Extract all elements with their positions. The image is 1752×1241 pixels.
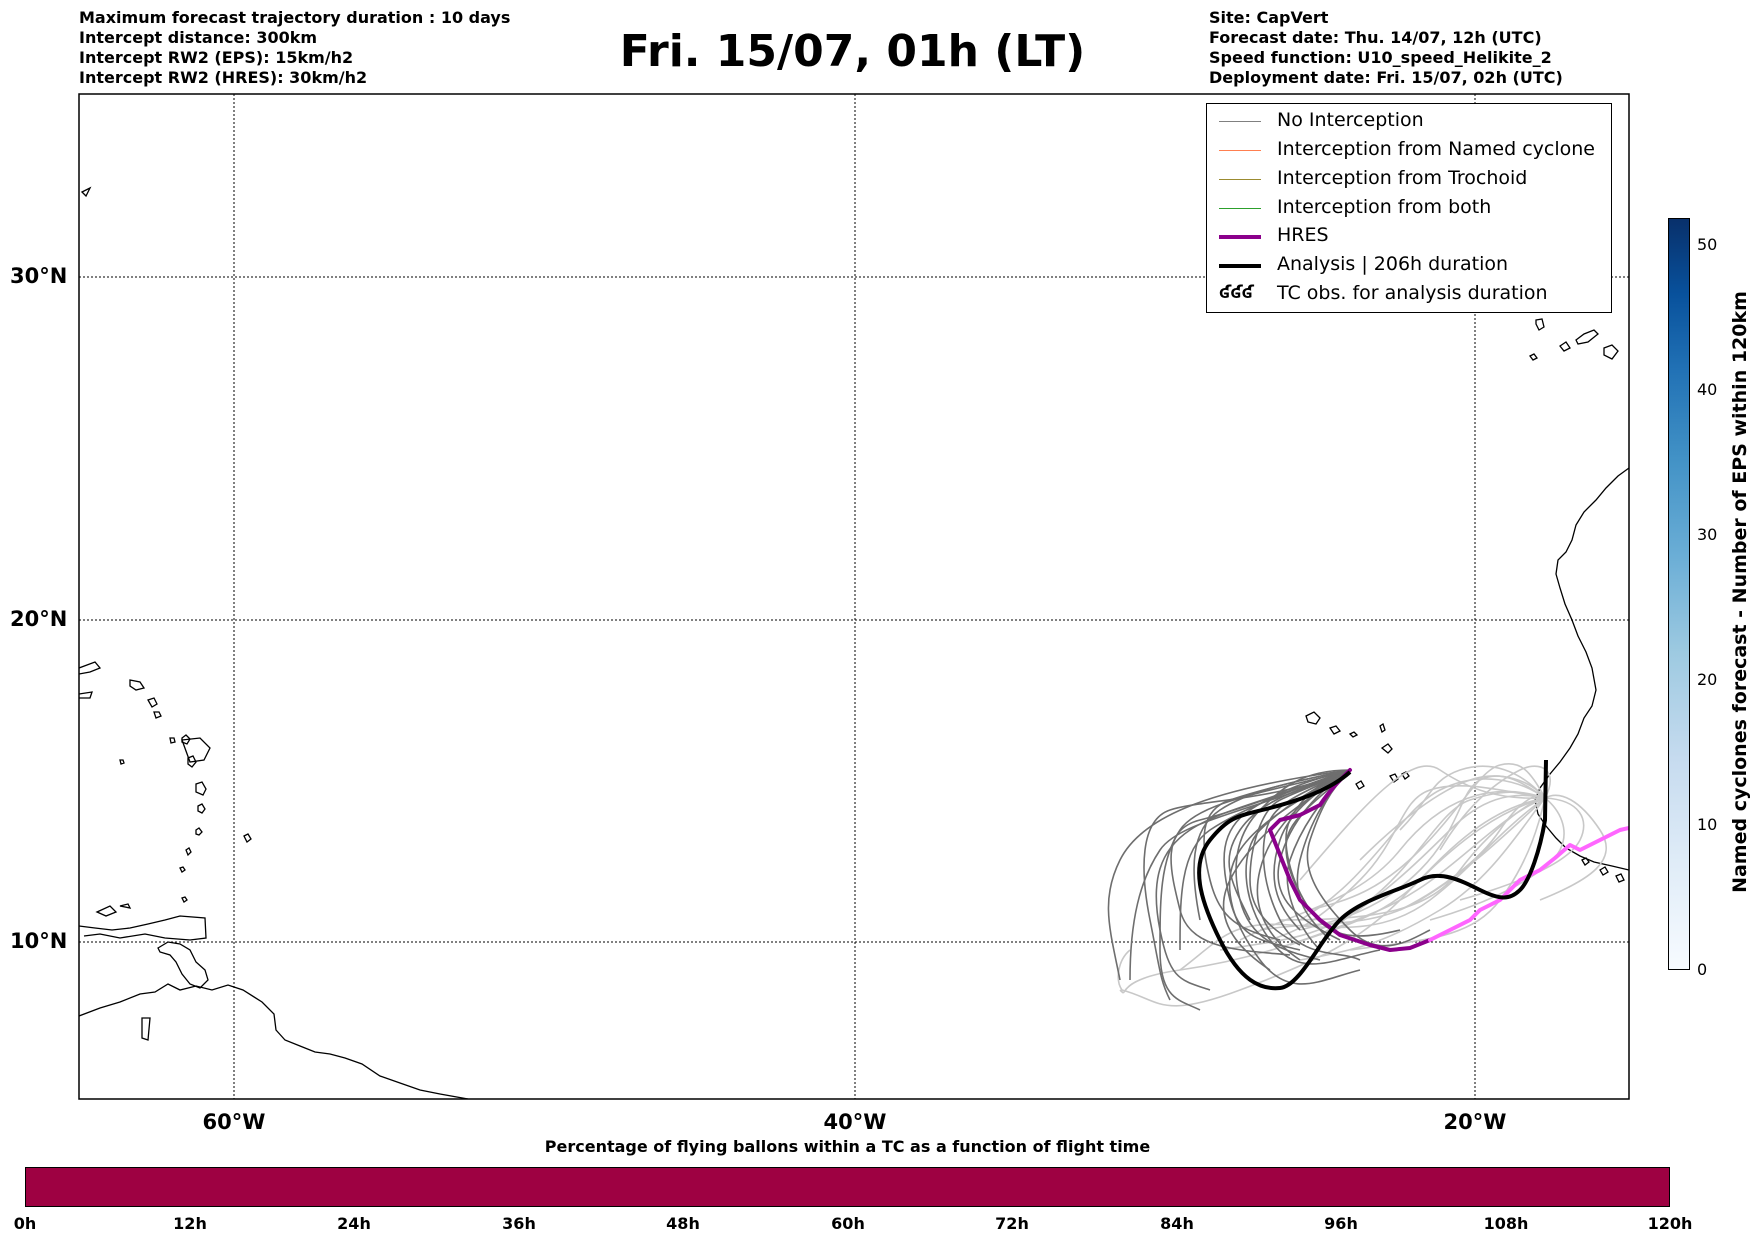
colorbar-tick: 40: [1697, 380, 1718, 399]
flight-time-colorbar: [25, 1167, 1670, 1207]
legend-label: Interception from Named cyclone: [1277, 138, 1595, 160]
lon-label-40w: 40°W: [823, 1110, 887, 1134]
page-title: Fri. 15/07, 01h (LT): [619, 26, 1086, 77]
colorbar-tick: 36h: [502, 1214, 536, 1233]
map-legend: No Interception Interception from Named …: [1206, 103, 1612, 313]
legend-item-hres: HRES: [1215, 222, 1610, 251]
legend-item-named-cyclone: Interception from Named cyclone: [1215, 136, 1610, 165]
colorbar-tick: 120h: [1647, 1214, 1693, 1233]
legend-item-both: Interception from both: [1215, 194, 1610, 223]
legend-item-trochoid: Interception from Trochoid: [1215, 165, 1610, 194]
lon-label-20w: 20°W: [1443, 1110, 1507, 1134]
lat-label-30n: 30°N: [10, 264, 68, 288]
legend-label: TC obs. for analysis duration: [1277, 282, 1548, 304]
legend-label: Interception from both: [1277, 196, 1492, 218]
map-frame: [78, 93, 1630, 1100]
colorbar-label: Named cyclones forecast - Number of EPS …: [1729, 291, 1751, 893]
tc-symbol-icon: ʛʛʛ: [1219, 282, 1254, 303]
lat-label-20n: 20°N: [10, 607, 68, 631]
flight-time-colorbar-title: Percentage of flying ballons within a TC…: [544, 1137, 1151, 1156]
legend-line-sample: [1219, 179, 1261, 180]
info-line: Forecast date: Thu. 14/07, 12h (UTC): [1209, 28, 1542, 47]
param-line: Maximum forecast trajectory duration : 1…: [79, 8, 511, 27]
legend-line-sample: [1219, 150, 1261, 151]
colorbar-tick: 12h: [173, 1214, 207, 1233]
legend-line-sample: [1219, 121, 1261, 122]
analysis-trajectory: [1197, 759, 1548, 991]
forecast-info: Site: CapVert Forecast date: Thu. 14/07,…: [1209, 8, 1563, 88]
legend-item-analysis: Analysis | 206h duration: [1215, 251, 1610, 280]
colorbar-tick: 84h: [1160, 1214, 1194, 1233]
cyclone-count-colorbar: [1668, 218, 1690, 970]
legend-line-sample: [1219, 208, 1261, 209]
legend-label: Analysis | 206h duration: [1277, 253, 1509, 275]
colorbar-tick: 96h: [1324, 1214, 1358, 1233]
run-parameters: Maximum forecast trajectory duration : 1…: [79, 8, 510, 88]
colorbar-tick: 30: [1697, 525, 1718, 544]
colorbar-tick: 0: [1697, 960, 1708, 979]
legend-item-no-interception: No Interception: [1215, 107, 1610, 136]
lat-label-10n: 10°N: [10, 929, 68, 953]
colorbar-tick: 20: [1697, 670, 1718, 689]
coastlines: [79, 186, 1629, 1099]
legend-label: HRES: [1277, 224, 1329, 246]
info-line: Deployment date: Fri. 15/07, 02h (UTC): [1209, 68, 1563, 87]
param-line: Intercept RW2 (HRES): 30km/h2: [79, 68, 368, 87]
eps-trajectories-light: [1117, 763, 1607, 1007]
info-line: Speed function: U10_speed_Helikite_2: [1209, 48, 1552, 67]
legend-line-sample: [1219, 264, 1261, 268]
legend-label: No Interception: [1277, 109, 1424, 131]
param-line: Intercept RW2 (EPS): 15km/h2: [79, 48, 354, 67]
colorbar-tick: 72h: [995, 1214, 1029, 1233]
colorbar-tick: 50: [1697, 235, 1718, 254]
grid-lines: [79, 94, 1629, 1099]
legend-label: Interception from Trochoid: [1277, 167, 1528, 189]
colorbar-tick: 48h: [666, 1214, 700, 1233]
lon-label-60w: 60°W: [202, 1110, 266, 1134]
legend-item-tc-obs: ʛʛʛ TC obs. for analysis duration: [1215, 280, 1610, 309]
legend-line-sample: [1219, 235, 1261, 239]
hres-trajectory: [1268, 768, 1629, 952]
param-line: Intercept distance: 300km: [79, 28, 318, 47]
colorbar-tick: 108h: [1483, 1214, 1529, 1233]
colorbar-tick: 24h: [337, 1214, 371, 1233]
colorbar-tick: 10: [1697, 815, 1718, 834]
colorbar-tick: 60h: [831, 1214, 865, 1233]
colorbar-tick: 0h: [13, 1214, 37, 1233]
info-line: Site: CapVert: [1209, 8, 1329, 27]
